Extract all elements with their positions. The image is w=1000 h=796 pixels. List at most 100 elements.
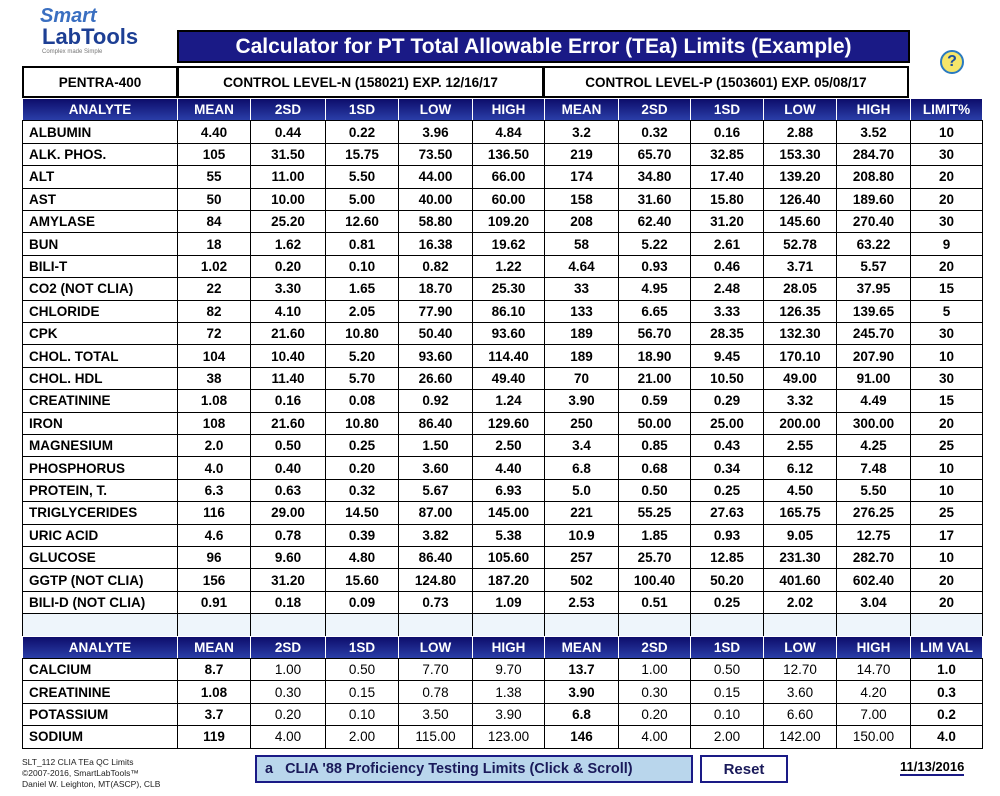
- value-cell: 3.60: [763, 680, 837, 704]
- value-cell: 13.7: [544, 658, 619, 682]
- value-cell: 109.20: [472, 210, 545, 234]
- value-cell: 25: [910, 501, 983, 525]
- footer-line: ©2007-2016, SmartLabTools™: [22, 768, 139, 778]
- value-cell: 200.00: [763, 411, 837, 435]
- analyte-cell: MAGNESIUM: [22, 434, 178, 458]
- value-cell: 10.80: [325, 322, 399, 346]
- value-cell: 219: [544, 142, 619, 167]
- value-cell: 2.50: [472, 434, 545, 458]
- value-cell: 189: [544, 322, 619, 346]
- value-cell: 33: [544, 277, 619, 301]
- value-cell: 21.60: [250, 322, 326, 346]
- value-cell: 221: [544, 501, 619, 525]
- value-cell: 31.60: [618, 187, 691, 211]
- control-level-n: CONTROL LEVEL-N (158021) EXP. 12/16/17: [177, 66, 544, 98]
- value-cell: 0.32: [618, 120, 691, 144]
- reset-button[interactable]: Reset: [700, 755, 788, 783]
- value-cell: 31.20: [250, 568, 326, 592]
- blank-cell: [618, 613, 691, 637]
- value-cell: 5.67: [398, 478, 473, 503]
- value-cell: 401.60: [763, 568, 837, 592]
- title: Calculator for PT Total Allowable Error …: [177, 30, 910, 63]
- value-cell: 21.60: [250, 411, 326, 435]
- analyte-cell: CPK: [22, 322, 178, 346]
- value-cell: 58.80: [398, 210, 473, 234]
- value-cell: 1.65: [325, 277, 399, 301]
- column-header: 1SD: [690, 98, 764, 122]
- value-cell: 5.38: [472, 523, 545, 547]
- help-button[interactable]: ?: [940, 50, 964, 74]
- date: 11/13/2016: [900, 759, 965, 776]
- value-cell: 86.10: [472, 299, 545, 323]
- analyte-cell: PHOSPHORUS: [22, 456, 178, 480]
- value-cell: 0.34: [690, 456, 764, 480]
- value-cell: 0.92: [398, 389, 473, 413]
- value-cell: 28.05: [763, 277, 837, 301]
- column-header: 2SD: [618, 98, 691, 122]
- value-cell: 17: [910, 523, 983, 547]
- value-cell: 29.00: [250, 501, 326, 525]
- value-cell: 3.50: [398, 702, 473, 727]
- value-cell: 9.45: [690, 344, 764, 368]
- value-cell: 146: [544, 725, 619, 749]
- value-cell: 1.50: [398, 434, 473, 458]
- value-cell: 0.29: [690, 389, 764, 413]
- analyte-cell: URIC ACID: [22, 523, 178, 547]
- value-cell: 5.20: [325, 344, 399, 368]
- column-header: 1SD: [690, 635, 764, 659]
- analyte-cell: ALT: [22, 165, 178, 189]
- value-cell: 50.00: [618, 411, 691, 435]
- value-cell: 0.10: [325, 254, 399, 279]
- value-cell: 31.20: [690, 210, 764, 234]
- limits-dropdown[interactable]: a CLIA '88 Proficiency Testing Limits (C…: [255, 755, 693, 783]
- value-cell: 0.08: [325, 389, 399, 413]
- value-cell: 9.70: [472, 658, 545, 682]
- value-cell: 300.00: [836, 411, 911, 435]
- value-cell: 0.15: [325, 680, 399, 704]
- value-cell: 4.00: [250, 725, 326, 749]
- value-cell: 3.52: [836, 120, 911, 144]
- value-cell: 3.90: [544, 389, 619, 413]
- analyte-cell: CHLORIDE: [22, 299, 178, 323]
- value-cell: 136.50: [472, 142, 545, 167]
- value-cell: 10: [910, 120, 983, 144]
- value-cell: 1.08: [177, 389, 251, 413]
- value-cell: 15.60: [325, 568, 399, 592]
- value-cell: 19.62: [472, 232, 545, 256]
- value-cell: 2.05: [325, 299, 399, 323]
- value-cell: 4.20: [836, 680, 911, 704]
- value-cell: 1.08: [177, 680, 251, 704]
- value-cell: 0.20: [325, 456, 399, 480]
- value-cell: 123.00: [472, 725, 545, 749]
- column-header: 2SD: [250, 635, 326, 659]
- value-cell: 10: [910, 478, 983, 503]
- value-cell: 2.0: [177, 434, 251, 458]
- column-header: 2SD: [618, 635, 691, 659]
- value-cell: 20: [910, 165, 983, 189]
- column-header: LOW: [398, 98, 473, 122]
- value-cell: 86.40: [398, 411, 473, 435]
- column-header: ANALYTE: [22, 98, 178, 122]
- value-cell: 3.4: [544, 434, 619, 458]
- value-cell: 7.48: [836, 456, 911, 480]
- value-cell: 93.60: [472, 322, 545, 346]
- value-cell: 25.20: [250, 210, 326, 234]
- blank-cell: [325, 613, 399, 637]
- value-cell: 56.70: [618, 322, 691, 346]
- value-cell: 4.10: [250, 299, 326, 323]
- value-cell: 0.32: [325, 478, 399, 503]
- value-cell: 12.75: [836, 523, 911, 547]
- column-header: HIGH: [472, 98, 545, 122]
- column-header: ANALYTE: [22, 635, 178, 659]
- value-cell: 170.10: [763, 344, 837, 368]
- blank-cell: [250, 613, 326, 637]
- value-cell: 87.00: [398, 501, 473, 525]
- analyte-cell: BILI-T: [22, 254, 178, 279]
- value-cell: 0.16: [250, 389, 326, 413]
- value-cell: 3.04: [836, 590, 911, 615]
- value-cell: 38: [177, 366, 251, 391]
- value-cell: 124.80: [398, 568, 473, 592]
- value-cell: 12.85: [690, 546, 764, 570]
- footer-line: SLT_112 CLIA TEa QC Limits: [22, 757, 134, 767]
